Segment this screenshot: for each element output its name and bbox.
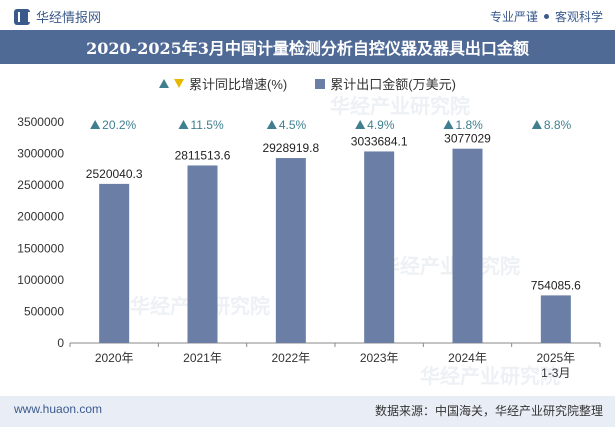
slogan-1: 专业严谨 bbox=[489, 10, 538, 24]
x-tick-label-1: 2021年 bbox=[183, 351, 222, 365]
growth-triangle-2 bbox=[266, 120, 277, 129]
x-tick-label-0: 2020年 bbox=[95, 351, 134, 365]
bar-value-label-1: 2811513.6 bbox=[175, 148, 231, 162]
website-link[interactable]: www.huaon.com bbox=[14, 402, 103, 416]
top-bar: 华经情报网 专业严谨 客观科学 bbox=[0, 0, 615, 30]
growth-label-4: 1.8% bbox=[456, 118, 484, 132]
growth-label-0: 20.2% bbox=[102, 118, 136, 132]
bar-square-icon bbox=[315, 78, 326, 89]
growth-label-1: 11.5% bbox=[191, 118, 224, 132]
bar-2 bbox=[275, 158, 306, 343]
x-tick-label-4: 2024年 bbox=[448, 351, 487, 365]
brand[interactable]: 华经情报网 bbox=[14, 7, 101, 26]
legend-amount-label: 累计出口金额(万美元) bbox=[330, 77, 456, 92]
bar-value-label-3: 3033684.1 bbox=[351, 134, 408, 148]
bar-4 bbox=[452, 148, 483, 343]
x-tick-label-2: 2022年 bbox=[271, 351, 310, 365]
legend: 累计同比增速(%) 累计出口金额(万美元) bbox=[0, 74, 615, 93]
growth-triangle-5 bbox=[531, 120, 542, 129]
triangle-up-icon bbox=[159, 79, 170, 88]
y-tick-label-5: 2500000 bbox=[17, 178, 64, 192]
growth-triangle-1 bbox=[178, 120, 189, 129]
bar-value-label-0: 2520040.3 bbox=[86, 167, 143, 181]
bar-0 bbox=[99, 183, 130, 343]
title-bar: 2020-2025年3月中国计量检测分析自控仪器及器具出口金额 bbox=[0, 30, 615, 64]
bar-value-label-2: 2928919.8 bbox=[262, 141, 319, 155]
legend-amount[interactable]: 累计出口金额(万美元) bbox=[315, 74, 456, 93]
data-source: 数据来源：中国海关，华经产业研究院整理 bbox=[374, 404, 603, 418]
legend-growth[interactable]: 累计同比增速(%) bbox=[159, 74, 287, 93]
growth-triangle-4 bbox=[443, 120, 454, 129]
y-tick-label-3: 1500000 bbox=[17, 241, 64, 255]
bar-value-label-5: 754085.6 bbox=[531, 278, 581, 292]
chart-area: 0 500000 1000000 1500000 2000000 2500000 30000… bbox=[17, 115, 601, 380]
slogan-2: 客观科学 bbox=[554, 10, 603, 24]
growth-label-5: 8.8% bbox=[544, 118, 572, 132]
chart-title: 2020-2025年3月中国计量检测分析自控仪器及器具出口金额 bbox=[86, 39, 529, 58]
footer: www.huaon.com 数据来源：中国海关，华经产业研究院整理 bbox=[0, 396, 615, 427]
x-tick-label-5: 2025年 bbox=[536, 351, 575, 365]
x-tick-label-3: 2023年 bbox=[360, 351, 399, 365]
legend-growth-label: 累计同比增速(%) bbox=[189, 77, 288, 92]
bar-5 bbox=[540, 295, 571, 343]
growth-label-2: 4.5% bbox=[279, 118, 307, 132]
bar-3 bbox=[364, 151, 395, 343]
growth-label-3: 4.9% bbox=[367, 118, 395, 132]
y-tick-label-1: 500000 bbox=[24, 304, 64, 318]
bar-1 bbox=[187, 165, 218, 343]
bar-value-label-4: 3077029 bbox=[444, 132, 491, 146]
brand-logo-icon bbox=[14, 8, 30, 25]
y-tick-label-0: 0 bbox=[57, 336, 64, 350]
growth-triangle-0 bbox=[90, 120, 101, 129]
x-tick-label-5-line1: 1-3月 bbox=[541, 366, 570, 380]
slogan: 专业严谨 客观科学 bbox=[490, 8, 603, 25]
y-tick-label-6: 3000000 bbox=[17, 147, 64, 161]
y-tick-label-7: 3500000 bbox=[17, 115, 64, 129]
brand-name: 华经情报网 bbox=[36, 10, 102, 25]
dot-icon bbox=[543, 14, 549, 19]
y-tick-label-2: 1000000 bbox=[17, 273, 64, 287]
growth-triangle-3 bbox=[355, 120, 366, 129]
y-tick-label-4: 2000000 bbox=[17, 210, 64, 224]
triangle-down-icon bbox=[174, 79, 185, 88]
